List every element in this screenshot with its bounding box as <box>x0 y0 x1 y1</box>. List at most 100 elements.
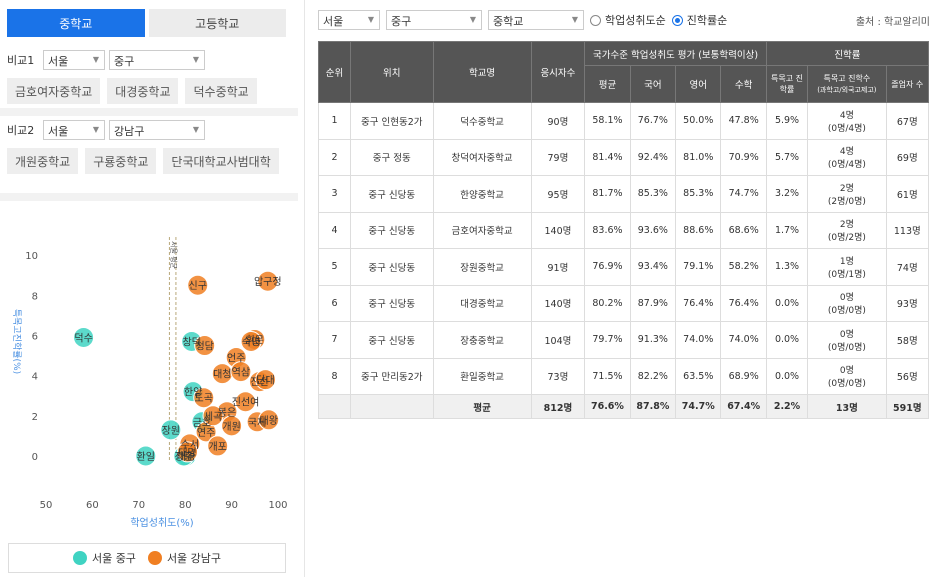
col-location[interactable]: 위치 <box>349 41 434 103</box>
table-row[interactable]: 2 중구 정동 창덕여자중학교 79명 81.4% 92.4% 81.0% 70.9% 5.7%… <box>318 138 930 176</box>
school-chip[interactable]: 대경중학교 <box>107 78 179 104</box>
compare2-city-value: 서울 <box>48 125 69 138</box>
cell-special-count: 4명 (0명/4명) <box>807 138 887 176</box>
special-count-detail: (0명/1명) <box>827 269 866 280</box>
level-select[interactable]: 중학교 ▼ <box>488 10 584 30</box>
compare2-school-chips: 개원중학교 구룡중학교 단국대학교사범대학 <box>7 148 286 174</box>
table-row[interactable]: 4 중구 신당동 금호여자중학교 140명 83.6% 93.6% 88.6% 68.6% 1.… <box>318 211 930 249</box>
legend-item[interactable]: 서울 중구 <box>72 550 136 566</box>
x-tick-label: 50 <box>40 500 53 511</box>
col-special-count[interactable]: 특목고 진학수 (과학고/외국고제고) <box>807 65 887 103</box>
table-body: 1 중구 인현동2가 덕수중학교 90명 58.1% 76.7% 50.0% 47.8% 5.9… <box>318 102 930 419</box>
cell-english: 74.0% <box>675 321 722 359</box>
cell-examinees: 73명 <box>530 357 586 395</box>
cell-school: 창덕여자중학교 <box>432 138 532 176</box>
cell-avg: 76.9% <box>584 248 631 286</box>
school-chip[interactable]: 구룡중학교 <box>85 148 157 174</box>
cell-location: 중구 만리동2가 <box>349 357 434 395</box>
legend-label: 서울 중구 <box>91 552 136 565</box>
chevron-down-icon: ▼ <box>92 125 99 134</box>
cell-rank: 5 <box>318 248 351 286</box>
special-count-detail: (0명/4명) <box>827 160 866 171</box>
cell-special-count: 2명 (0명/2명) <box>807 211 887 249</box>
tab-high-school[interactable]: 고등학교 <box>148 9 286 37</box>
legend-item[interactable]: 서울 강남구 <box>147 550 222 566</box>
data-point <box>73 326 95 348</box>
school-table: 순위 위치 학교명 응시자수 국가수준 학업성취도 평가 (보통학력이상) 진학… <box>318 41 930 419</box>
school-chip[interactable]: 금호여자중학교 <box>7 78 101 104</box>
point-label: 압구정 <box>254 275 282 288</box>
cell-avg: 81.7% <box>584 175 631 213</box>
col-examinees[interactable]: 응시자수 <box>530 41 586 103</box>
col-english[interactable]: 영어 <box>675 65 722 103</box>
point-label: 수서 <box>181 439 199 451</box>
cell-examinees: 90명 <box>530 102 586 140</box>
cell-school: 장원중학교 <box>432 248 532 286</box>
cell-graduates: 69명 <box>885 138 930 176</box>
col-math[interactable]: 수학 <box>720 65 767 103</box>
compare1-city-select[interactable]: 서울 ▼ <box>43 50 105 70</box>
point-label: 국제 <box>248 417 266 429</box>
cell-location: 중구 신당동 <box>349 321 434 359</box>
sort-by-advancement-radio[interactable]: 진학률순 <box>671 12 728 28</box>
point-label: 신구 <box>189 280 207 292</box>
data-point <box>202 405 224 427</box>
legend-label: 서울 강남구 <box>166 552 222 565</box>
data-point <box>194 334 216 356</box>
table-row[interactable]: 6 중구 신당동 대경중학교 140명 80.2% 87.9% 76.4% 76.4% 0.0%… <box>318 284 930 322</box>
compare2-district-select[interactable]: 강남구 ▼ <box>109 120 205 140</box>
compare1-district-select[interactable]: 중구 ▼ <box>109 50 205 70</box>
cell-special-count: 1명 (0명/1명) <box>807 248 887 286</box>
data-point <box>187 274 209 296</box>
cell-examinees: 140명 <box>530 284 586 322</box>
divider <box>0 193 298 201</box>
point-label: 역삼 <box>232 367 250 379</box>
table-row[interactable]: 8 중구 만리동2가 환일중학교 73명 71.5% 82.2% 63.5% 68.9% 0.0… <box>318 357 930 395</box>
special-count-total: 0명 <box>839 366 854 377</box>
col-special-rate[interactable]: 특목고 진학률 <box>765 65 809 103</box>
sort-by-achievement-radio[interactable]: 학업성취도순 <box>590 12 666 28</box>
table-row[interactable]: 1 중구 인현동2가 덕수중학교 90명 58.1% 76.7% 50.0% 47.8% 5.9… <box>318 102 930 140</box>
cell-special-count: 0명 (0명/0명) <box>807 284 887 322</box>
school-chip[interactable]: 덕수중학교 <box>185 78 257 104</box>
school-chip[interactable]: 단국대학교사범대학 <box>163 148 279 174</box>
cell-school: 환일중학교 <box>432 357 532 395</box>
point-label: 숙명 <box>242 336 260 348</box>
district-select[interactable]: 중구 ▼ <box>386 10 482 30</box>
col-rank[interactable]: 순위 <box>318 41 351 103</box>
cell-school: 한양중학교 <box>432 175 532 213</box>
left-panel: 중학교 고등학교 비교1 서울 ▼ 중구 ▼ 금호여자중학교 대경중학교 덕수중… <box>0 0 300 577</box>
avg-cell-special-count: 13명 <box>807 394 887 419</box>
point-label: 단대 <box>256 375 274 387</box>
table-row[interactable]: 7 중구 신당동 장충중학교 104명 79.7% 91.3% 74.0% 74.0% 0.0%… <box>318 321 930 359</box>
cell-english: 63.5% <box>675 357 722 395</box>
city-select[interactable]: 서울 ▼ <box>318 10 380 30</box>
chevron-down-icon: ▼ <box>367 15 374 24</box>
cell-school: 덕수중학교 <box>432 102 532 140</box>
tab-middle-school[interactable]: 중학교 <box>7 9 145 37</box>
school-chip[interactable]: 개원중학교 <box>7 148 79 174</box>
cell-special-rate: 1.7% <box>765 211 809 249</box>
radio-label: 진학률순 <box>686 14 728 27</box>
avg-cell-math: 67.4% <box>720 394 767 419</box>
x-tick-label: 60 <box>86 500 99 511</box>
cell-korean: 93.6% <box>629 211 677 249</box>
col-group-advancement: 진학률 <box>765 41 930 66</box>
cell-special-count: 4명 (0명/4명) <box>807 102 887 140</box>
cell-math: 68.6% <box>720 211 767 249</box>
point-label: 개포 <box>208 441 226 453</box>
compare2-city-select[interactable]: 서울 ▼ <box>43 120 105 140</box>
chevron-down-icon: ▼ <box>192 55 199 64</box>
col-graduates[interactable]: 졸업자 수 <box>885 65 930 103</box>
filter-bar: 서울 ▼ 중구 ▼ 중학교 ▼ 학업성취도순 진학률순 <box>318 10 727 30</box>
col-korean[interactable]: 국어 <box>629 65 677 103</box>
cell-location: 중구 신당동 <box>349 175 434 213</box>
special-count-detail: (0명/4명) <box>827 123 866 134</box>
table-row[interactable]: 5 중구 신당동 장원중학교 91명 76.9% 93.4% 79.1% 58.2% 1.3% 1… <box>318 248 930 286</box>
table-row[interactable]: 3 중구 신당동 한양중학교 95명 81.7% 85.3% 85.3% 74.7% 3.2% 2… <box>318 175 930 213</box>
col-school[interactable]: 학교명 <box>432 41 532 103</box>
data-point <box>177 441 199 463</box>
cell-special-rate: 0.0% <box>765 284 809 322</box>
point-label: 언주 <box>227 353 245 365</box>
col-average[interactable]: 평균 <box>584 65 631 103</box>
